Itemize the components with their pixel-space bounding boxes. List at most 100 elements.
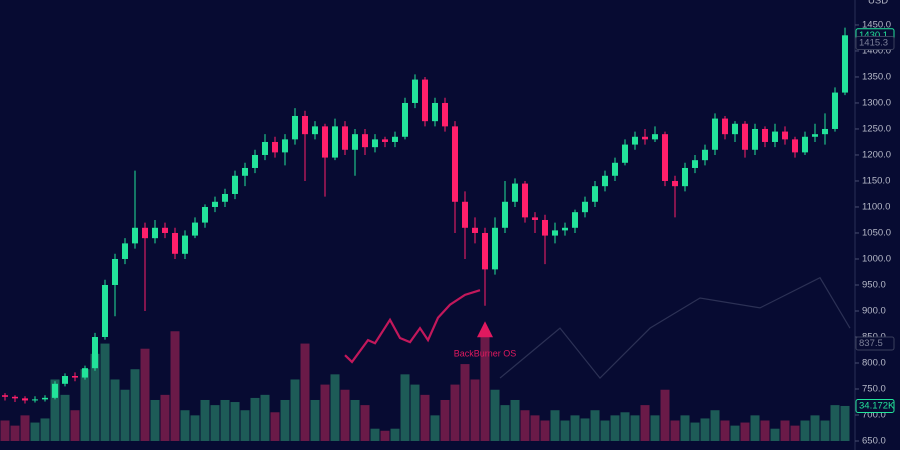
volume-bar — [90, 353, 100, 442]
candle-body — [192, 222, 198, 236]
candle-body — [582, 201, 588, 213]
volume-bar — [610, 415, 620, 442]
volume-bar — [340, 389, 350, 442]
candle-body — [132, 227, 138, 244]
volume-bar — [110, 379, 120, 442]
candle-body — [432, 102, 438, 122]
y-tick-label: 1450.0 — [862, 19, 891, 30]
candle-body — [152, 227, 158, 239]
candle-body — [272, 141, 278, 153]
candle-body — [182, 235, 188, 254]
candle-body — [262, 141, 268, 155]
price-tag-label: 1415.3 — [859, 38, 888, 49]
candle-body — [112, 258, 118, 285]
y-tick-label: 1200.0 — [862, 149, 891, 160]
candle-body — [752, 128, 758, 150]
y-tick-label: 1350.0 — [862, 71, 891, 82]
axis-unit: USD — [868, 0, 888, 7]
candle-body — [572, 212, 578, 228]
volume-bar — [260, 394, 270, 442]
candle-body — [372, 139, 378, 148]
volume-bar — [620, 412, 630, 442]
volume-bar — [50, 379, 60, 442]
candle-body — [782, 131, 788, 140]
volume-bar — [520, 410, 530, 442]
volume-bar — [690, 422, 700, 442]
candle-body — [442, 102, 448, 127]
y-tick-label: 1300.0 — [862, 97, 891, 108]
volume-bar — [220, 399, 230, 442]
volume-bar — [320, 384, 330, 442]
indicator-line — [344, 289, 481, 364]
volume-bar — [650, 415, 660, 442]
volume-bar — [30, 422, 40, 442]
volume-bar — [730, 425, 740, 442]
candle-body — [652, 134, 658, 140]
volume-bar — [200, 399, 210, 442]
volume-bar — [810, 415, 820, 442]
candle-body — [82, 368, 88, 378]
volume-bar — [440, 399, 450, 442]
candle-body — [612, 162, 618, 176]
price-tag-box — [855, 398, 895, 413]
indicators — [344, 276, 851, 379]
candle-body — [682, 167, 688, 187]
candle-body — [822, 128, 828, 135]
candle-body — [312, 126, 318, 135]
volume-bar — [680, 415, 690, 442]
candle-body — [762, 128, 768, 142]
volume-bar — [240, 410, 250, 442]
volume-bar — [420, 394, 430, 442]
volume-bar — [20, 415, 30, 442]
volume-bar — [160, 394, 170, 442]
candle-body — [702, 149, 708, 161]
volume-bar — [830, 405, 840, 442]
volume-bar — [550, 410, 560, 442]
price-tag-label: 837.5 — [859, 338, 883, 349]
candle-body — [492, 227, 498, 270]
volume-bar — [740, 422, 750, 442]
volume-bar — [360, 405, 370, 442]
candle-body — [282, 139, 288, 153]
candle-body — [732, 123, 738, 135]
price-tag-label: 1430.1 — [859, 30, 888, 41]
volume-bar — [40, 418, 50, 442]
volume-bar — [790, 425, 800, 442]
y-tick-label: 1050.0 — [862, 227, 891, 238]
volume-bar — [190, 415, 200, 442]
y-tick-label: 750.0 — [862, 384, 886, 395]
volume-bar — [750, 415, 760, 442]
indicator-line — [499, 276, 851, 379]
volume-bar — [480, 333, 490, 442]
volume-bar — [660, 389, 670, 442]
candle-body — [562, 227, 568, 231]
volume-bar — [230, 402, 240, 442]
candle-body — [162, 227, 168, 233]
candle-body — [212, 201, 218, 207]
candle-body — [232, 175, 238, 194]
candle-body — [42, 397, 48, 400]
volume-bar — [130, 369, 140, 442]
annotation-label: BackBurner OS — [454, 349, 517, 359]
volume-bar — [760, 420, 770, 442]
volume-bar — [460, 364, 470, 442]
candle-body — [122, 243, 128, 259]
volume-bar — [410, 384, 420, 442]
volume-bar — [330, 374, 340, 442]
candle-body — [242, 167, 248, 176]
price-tag-box — [855, 336, 895, 351]
y-tick-label: 800.0 — [862, 358, 886, 369]
volume-bar — [80, 369, 90, 442]
volume-bar — [310, 399, 320, 442]
candle-body — [712, 118, 718, 150]
volume-bar — [600, 420, 610, 442]
candle-body — [622, 144, 628, 163]
candle-body — [632, 136, 638, 145]
volume-bar — [270, 412, 280, 442]
candle-body — [142, 227, 148, 239]
candle-body — [22, 398, 28, 401]
volume-bar — [10, 425, 20, 442]
volume-bar — [780, 420, 790, 442]
candle-body — [252, 154, 258, 168]
volume-bar — [770, 428, 780, 442]
